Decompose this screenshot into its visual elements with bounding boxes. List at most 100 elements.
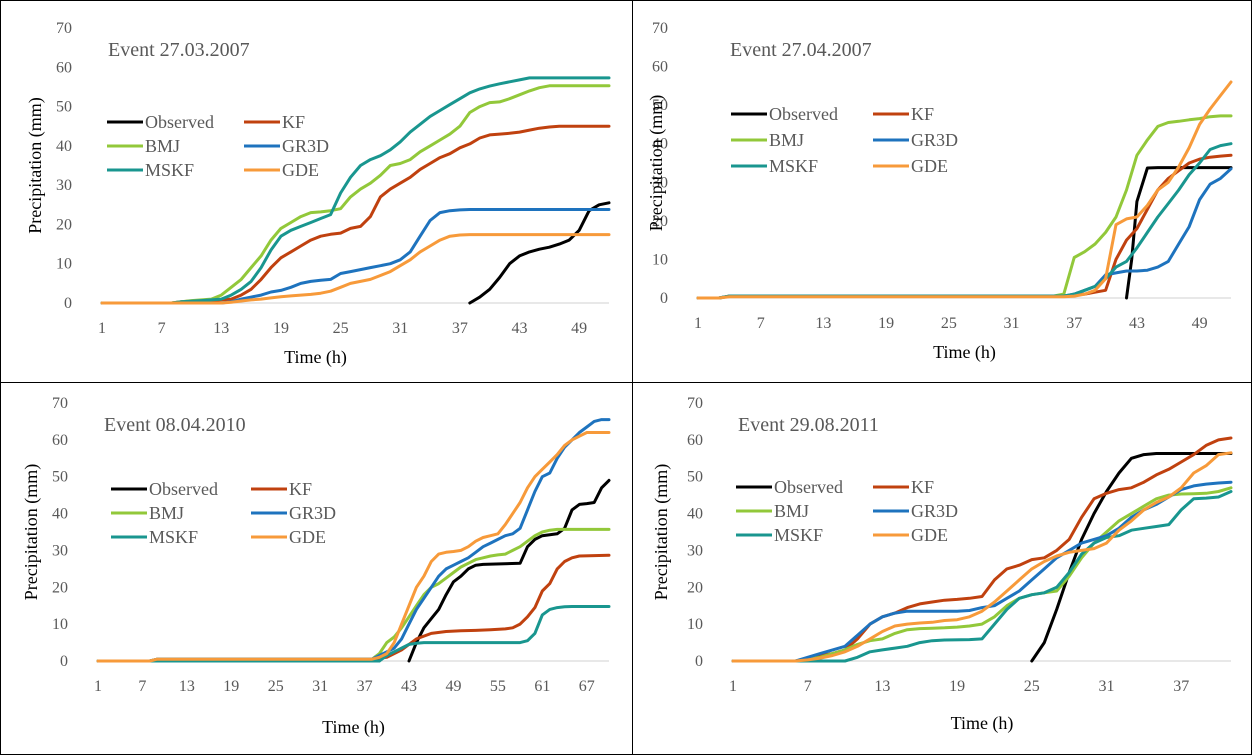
chart-svg: 0 10 20 30 40 50 60 70 1 7 13 19 25 31 37 43 49 Precipita… — [646, 20, 1233, 363]
series-line-gde — [696, 80, 1233, 300]
x-tick-label: 49 — [445, 678, 461, 695]
x-tick-label: 31 — [1004, 315, 1020, 332]
x-tick-label: 25 — [1024, 678, 1040, 695]
y-tick-label: 20 — [687, 579, 703, 596]
x-tick-label: 31 — [1099, 678, 1115, 695]
y-tick-label: 70 — [687, 395, 703, 412]
x-tick-label: 55 — [490, 678, 506, 695]
y-axis-label: Precipitation (mm) — [646, 95, 667, 231]
series-line-mskf — [731, 490, 1233, 663]
y-axis-label: Precipitation (mm) — [25, 97, 46, 233]
legend-label-gde: GDE — [289, 527, 326, 547]
x-tick-label: 7 — [138, 678, 146, 695]
legend-label-bmj: BMJ — [145, 136, 180, 156]
panel-event-4: 0 10 20 30 40 50 60 70 1 7 13 19 25 31 37 Precipitation… — [632, 382, 1252, 755]
y-tick-label: 60 — [52, 432, 68, 449]
x-tick-label: 1 — [98, 320, 106, 337]
x-tick-label: 43 — [1129, 315, 1145, 332]
y-tick-label: 70 — [652, 20, 668, 37]
panel-event-2: 0 10 20 30 40 50 60 70 1 7 13 19 25 31 37 43 49 Precipita… — [632, 0, 1252, 383]
event-title: Event 29.08.2011 — [738, 414, 879, 436]
y-tick-label: 10 — [56, 256, 72, 273]
series-line-bmj — [731, 486, 1233, 663]
y-tick-label: 30 — [56, 177, 72, 194]
legend-label-gr3d: GR3D — [282, 136, 329, 156]
x-tick-label: 37 — [1066, 315, 1082, 332]
series-line-observed — [1125, 166, 1233, 300]
x-tick-label: 19 — [878, 315, 894, 332]
legend-label-bmj: BMJ — [774, 501, 809, 521]
panel-event-1: 0 10 20 30 40 50 60 70 1 7 13 19 25 31 37 43 49 Precipita… — [0, 0, 633, 383]
y-tick-label: 40 — [652, 136, 668, 153]
x-tick-label: 25 — [268, 678, 284, 695]
y-tick-label: 0 — [660, 290, 668, 307]
legend-label-gr3d: GR3D — [911, 130, 958, 150]
x-tick-label: 1 — [94, 678, 102, 695]
series-line-bmj — [100, 84, 611, 305]
x-tick-label: 43 — [401, 678, 417, 695]
x-axis-label: Time (h) — [933, 342, 996, 363]
event-title: Event 08.04.2010 — [104, 414, 246, 436]
x-tick-label: 67 — [579, 678, 595, 695]
y-tick-label: 40 — [56, 138, 72, 155]
y-tick-label: 60 — [56, 59, 72, 76]
legend-label-mskf: MSKF — [774, 525, 823, 545]
y-tick-label: 60 — [652, 59, 668, 76]
legend-label-gde: GDE — [911, 525, 948, 545]
x-tick-label: 49 — [571, 320, 587, 337]
legend-label-gde: GDE — [911, 156, 948, 176]
y-tick-label: 50 — [56, 99, 72, 116]
event-title: Event 27.04.2007 — [730, 39, 872, 61]
legend-label-observed: Observed — [774, 477, 843, 497]
series-line-gr3d — [696, 167, 1233, 300]
legend-label-kf: KF — [911, 477, 934, 497]
x-tick-label: 25 — [941, 315, 957, 332]
legend-label-gde: GDE — [282, 160, 319, 180]
chart-svg: 0 10 20 30 40 50 60 70 1 7 13 19 25 31 37 43 49 Precipita… — [25, 20, 611, 368]
x-tick-label: 37 — [452, 320, 468, 337]
x-tick-label: 61 — [534, 678, 550, 695]
chart-svg: 0 10 20 30 40 50 60 70 1 7 13 19 25 31 37 Precipitation… — [651, 395, 1233, 734]
legend-label-observed: Observed — [769, 104, 838, 124]
legend-label-kf: KF — [911, 104, 934, 124]
legend-label-kf: KF — [289, 479, 312, 499]
y-tick-label: 60 — [687, 432, 703, 449]
x-tick-label: 13 — [874, 678, 890, 695]
x-tick-label: 37 — [1173, 678, 1189, 695]
y-tick-label: 20 — [52, 579, 68, 596]
series-line-kf — [731, 436, 1233, 663]
y-tick-label: 10 — [52, 616, 68, 633]
series-line-bmj — [96, 527, 611, 663]
x-tick-label: 13 — [815, 315, 831, 332]
x-tick-label: 19 — [273, 320, 289, 337]
y-tick-label: 40 — [687, 506, 703, 523]
y-tick-label: 0 — [60, 653, 68, 670]
x-tick-label: 7 — [757, 315, 765, 332]
x-tick-label: 13 — [213, 320, 229, 337]
legend-label-observed: Observed — [145, 112, 214, 132]
chart-svg: 0 10 20 30 40 50 60 70 1 7 13 19 25 31 37 43 49 55 61 67 Pre… — [21, 395, 611, 738]
legend-label-observed: Observed — [149, 479, 218, 499]
x-tick-label: 49 — [1192, 315, 1208, 332]
y-tick-label: 70 — [52, 395, 68, 412]
series-line-observed — [1030, 452, 1233, 663]
panel-event-3: 0 10 20 30 40 50 60 70 1 7 13 19 25 31 37 43 49 55 61 67 Pre… — [0, 382, 633, 755]
legend-label-gr3d: GR3D — [289, 503, 336, 523]
series-line-kf — [100, 124, 611, 305]
y-tick-label: 0 — [64, 295, 72, 312]
x-tick-label: 1 — [729, 678, 737, 695]
legend-label-kf: KF — [282, 112, 305, 132]
x-axis-label: Time (h) — [322, 717, 385, 738]
x-tick-label: 25 — [333, 320, 349, 337]
x-tick-label: 1 — [694, 315, 702, 332]
y-tick-label: 0 — [695, 653, 703, 670]
x-tick-label: 31 — [392, 320, 408, 337]
series-line-gde — [731, 451, 1233, 663]
series-line-observed — [468, 201, 611, 305]
legend-label-gr3d: GR3D — [911, 501, 958, 521]
series-line-mskf — [100, 76, 611, 305]
y-tick-label: 10 — [652, 251, 668, 268]
y-tick-label: 30 — [687, 542, 703, 559]
x-tick-label: 19 — [223, 678, 239, 695]
